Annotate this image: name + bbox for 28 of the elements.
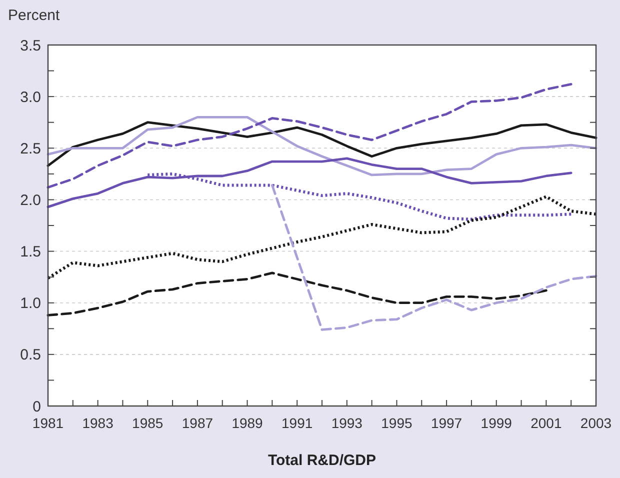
y-tick-label: 3.5 (20, 37, 41, 54)
x-tick-label: 1989 (232, 415, 264, 431)
y-tick-label: 3.0 (20, 88, 41, 106)
x-tick-label: 1987 (182, 415, 214, 431)
x-tick-label: 1991 (282, 415, 313, 431)
y-tick-label: 1.0 (20, 295, 41, 312)
x-tick-label: 1999 (480, 415, 512, 431)
x-tick-label: 1983 (82, 415, 114, 431)
x-tick-label: 2003 (580, 415, 612, 431)
x-tick-label: 1985 (132, 415, 164, 431)
x-axis-title: Total R&D/GDP (268, 452, 376, 469)
y-tick-label: 0.5 (20, 346, 41, 364)
line-series (46, 116, 598, 176)
x-tick-label: 1997 (430, 415, 462, 431)
line-series (46, 121, 598, 167)
y-tick-label: 2.0 (20, 192, 41, 209)
x-tick-label: 1981 (32, 415, 64, 431)
x-tick-label: 1993 (331, 415, 363, 431)
x-tick-label: 2001 (530, 415, 562, 431)
line-series (46, 82, 572, 189)
y-tick-label: 1.5 (20, 244, 41, 261)
line-series (46, 272, 548, 316)
y-tick-label: 0 (32, 398, 41, 416)
line-series (46, 195, 598, 280)
y-axis-title: Percent (8, 7, 61, 24)
y-tick-label: 2.5 (20, 140, 41, 158)
line-series (270, 184, 598, 331)
x-tick-label: 1995 (381, 415, 413, 431)
